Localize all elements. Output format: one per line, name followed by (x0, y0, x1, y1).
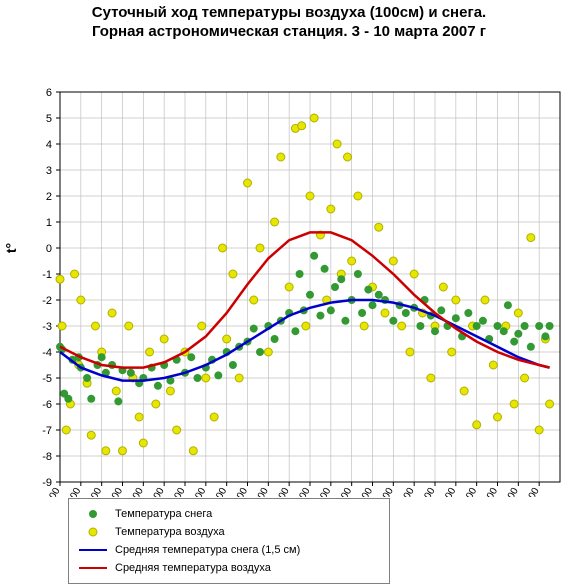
svg-text:22:00: 22:00 (499, 485, 521, 496)
svg-text:5: 5 (46, 113, 52, 125)
legend-label: Температура воздуха (115, 526, 225, 538)
svg-text:08:00: 08:00 (207, 485, 229, 496)
svg-text:04:00: 04:00 (124, 485, 146, 496)
chart-title: Суточный ход температуры воздуха (100см)… (0, 0, 578, 42)
chart-svg: -9-8-7-6-5-4-3-2-1012345600:0001:0002:00… (0, 42, 578, 497)
svg-text:-7: -7 (42, 425, 52, 437)
svg-text:-4: -4 (42, 347, 52, 359)
legend: Температура снега Температура воздуха Ср… (68, 498, 390, 584)
svg-text:4: 4 (46, 139, 52, 151)
legend-swatch (79, 543, 107, 557)
svg-text:21:00: 21:00 (478, 485, 500, 496)
legend-item-air-scatter: Температура воздуха (79, 523, 379, 541)
svg-text:3: 3 (46, 165, 52, 177)
legend-item-air-line: Средняя температура воздуха (79, 559, 379, 577)
legend-swatch (79, 507, 107, 521)
legend-label: Средняя температура воздуха (115, 562, 271, 574)
title-line-2: Горная астрономическая станция. 3 - 10 м… (92, 23, 486, 40)
svg-text:-6: -6 (42, 399, 52, 411)
svg-text:07:00: 07:00 (186, 485, 208, 496)
svg-text:13:00: 13:00 (311, 485, 333, 496)
svg-text:-8: -8 (42, 451, 52, 463)
svg-text:17:00: 17:00 (395, 485, 417, 496)
svg-text:02:00: 02:00 (82, 485, 104, 496)
svg-text:12:00: 12:00 (291, 485, 313, 496)
svg-text:11:00: 11:00 (270, 485, 292, 496)
svg-text:01:00: 01:00 (61, 485, 83, 496)
legend-swatch (79, 561, 107, 575)
svg-text:2: 2 (46, 191, 52, 203)
svg-text:0: 0 (46, 243, 52, 255)
svg-text:05:00: 05:00 (145, 485, 167, 496)
svg-text:-1: -1 (42, 269, 52, 281)
legend-item-snow-scatter: Температура снега (79, 505, 379, 523)
svg-text:-2: -2 (42, 295, 52, 307)
svg-text:1: 1 (46, 217, 52, 229)
legend-swatch (79, 525, 107, 539)
svg-text:06:00: 06:00 (166, 485, 188, 496)
svg-text:16:00: 16:00 (374, 485, 396, 496)
y-axis-label: t° (3, 243, 19, 253)
svg-text:-9: -9 (42, 477, 52, 489)
svg-text:10:00: 10:00 (249, 485, 271, 496)
chart-container: Суточный ход температуры воздуха (100см)… (0, 0, 578, 587)
legend-label: Средняя температура снега (1,5 см) (115, 544, 300, 556)
svg-text:-5: -5 (42, 373, 52, 385)
svg-text:6: 6 (46, 87, 52, 99)
svg-text:20:00: 20:00 (457, 485, 479, 496)
svg-text:09:00: 09:00 (228, 485, 250, 496)
title-line-1: Суточный ход температуры воздуха (100см)… (92, 4, 486, 21)
svg-text:-3: -3 (42, 321, 52, 333)
legend-item-snow-line: Средняя температура снега (1,5 см) (79, 541, 379, 559)
svg-text:03:00: 03:00 (103, 485, 125, 496)
svg-text:14:00: 14:00 (332, 485, 354, 496)
svg-text:19:00: 19:00 (436, 485, 458, 496)
legend-label: Температура снега (115, 508, 212, 520)
svg-text:15:00: 15:00 (353, 485, 375, 496)
svg-text:23:00: 23:00 (520, 485, 542, 496)
svg-text:18:00: 18:00 (416, 485, 438, 496)
